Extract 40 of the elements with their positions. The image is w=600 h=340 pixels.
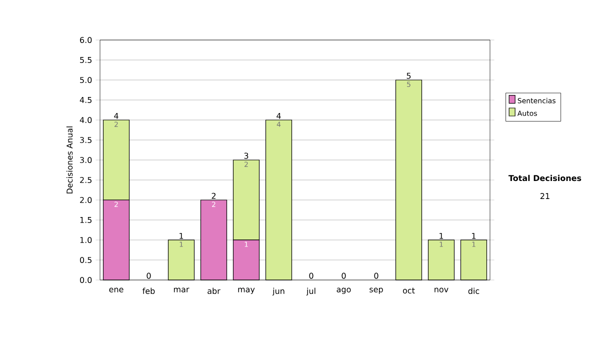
y-axis-title: Decisiones Anual bbox=[66, 126, 73, 194]
y-tick-label: 4.5 bbox=[80, 97, 92, 103]
y-tick-label: 4.0 bbox=[80, 116, 92, 124]
y-tick-label: 5.5 bbox=[80, 57, 92, 63]
total-label: 1 bbox=[472, 232, 476, 239]
y-tick-label: 3.0 bbox=[80, 156, 92, 164]
total-label: 0 bbox=[374, 272, 378, 279]
total-label: 4 bbox=[114, 112, 118, 119]
x-tick-label: may bbox=[238, 288, 255, 294]
y-tick-label: 1.5 bbox=[80, 217, 92, 223]
x-tick-label: nov bbox=[434, 288, 448, 292]
y-tick-label: 0.5 bbox=[80, 256, 92, 264]
total-label: 1 bbox=[440, 232, 444, 239]
y-tick-label: 3.5 bbox=[80, 136, 92, 144]
y-tick-label: 6.0 bbox=[80, 36, 92, 44]
y-tick-label: 1.0 bbox=[80, 236, 92, 244]
y-tick-label: 2.0 bbox=[80, 196, 92, 204]
total-label: 5 bbox=[406, 72, 411, 79]
x-tick-label: jun bbox=[272, 288, 284, 296]
total-label: 0 bbox=[146, 272, 151, 279]
y-tick-label: 5.0 bbox=[80, 76, 92, 84]
x-tick-label: mar bbox=[174, 288, 190, 292]
text: Total Decisiones bbox=[508, 174, 582, 182]
y-tick-label: 2.5 bbox=[80, 176, 92, 184]
x-tick-label: abr bbox=[208, 288, 220, 294]
x-tick-label: ene bbox=[109, 288, 124, 292]
total-label: 1 bbox=[180, 232, 184, 239]
text: 21 bbox=[540, 193, 550, 199]
y-tick-label: 0.0 bbox=[80, 276, 92, 284]
x-tick-label: ago bbox=[336, 288, 351, 294]
x-tick-label: feb bbox=[142, 288, 155, 294]
total-label: 2 bbox=[212, 192, 216, 199]
x-tick-label: sep bbox=[370, 288, 383, 294]
x-tick-label: jul bbox=[306, 288, 316, 296]
total-label: 3 bbox=[244, 152, 248, 159]
total-label: 4 bbox=[276, 112, 281, 119]
x-tick-label: dic bbox=[468, 288, 480, 294]
x-tick-label: oct bbox=[402, 288, 415, 294]
total-label: 0 bbox=[342, 272, 346, 279]
total-label: 0 bbox=[309, 272, 314, 279]
